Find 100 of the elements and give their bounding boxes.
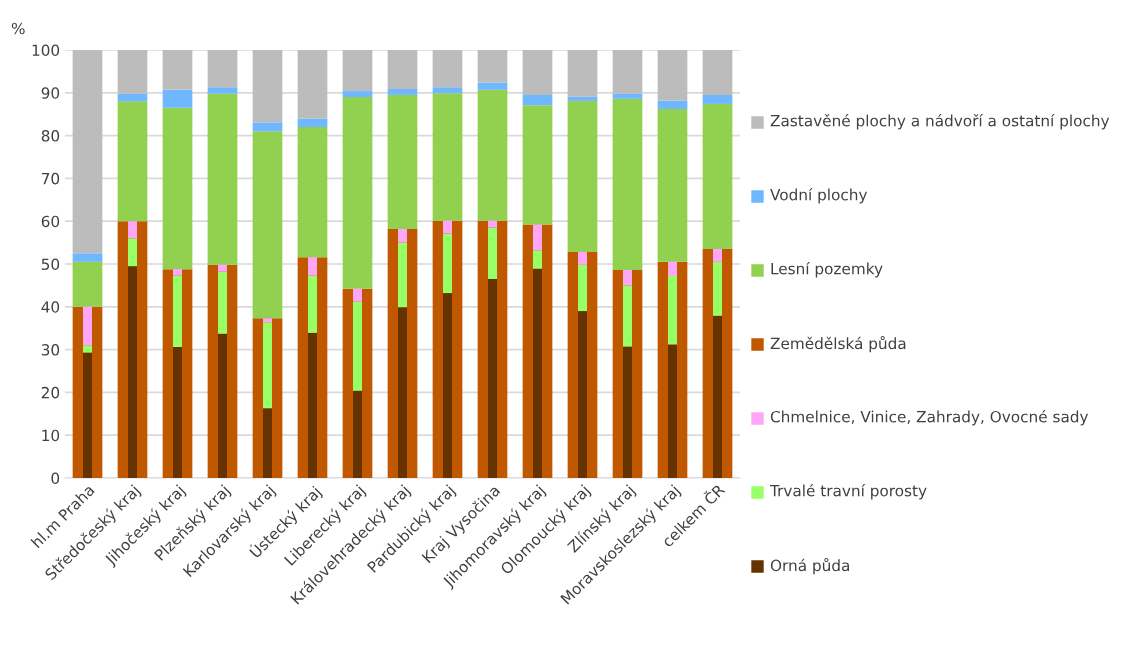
- bar: [713, 249, 722, 262]
- legend-label: Orná půda: [770, 558, 849, 575]
- bar: [567, 96, 598, 101]
- bar: [72, 261, 103, 307]
- bar: [488, 227, 497, 279]
- legend-label: Lesní pozemky: [771, 262, 883, 278]
- bar: [612, 98, 643, 270]
- bar: [308, 275, 317, 333]
- bar: [612, 93, 643, 99]
- bar: [128, 238, 137, 267]
- bar: [128, 266, 137, 478]
- bar: [432, 50, 463, 88]
- bar: [263, 322, 272, 409]
- bar: [398, 228, 407, 243]
- bar: [342, 91, 373, 98]
- legend-label: Trvalé travní porosty: [769, 484, 927, 500]
- y-tick-label: 90: [41, 87, 60, 99]
- bar: [522, 94, 553, 106]
- legend-label: Chmelnice, Vinice, Zahrady, Ovocné sady: [770, 410, 1089, 426]
- bar: [207, 87, 238, 94]
- bar: [578, 264, 587, 312]
- bar: [477, 89, 508, 221]
- bar: [533, 224, 542, 251]
- bar: [387, 50, 418, 89]
- bar: [533, 268, 542, 478]
- bar: [657, 109, 688, 262]
- bar: [218, 264, 227, 272]
- bar: [702, 94, 733, 104]
- legend-label: Zemědělská půda: [770, 336, 906, 353]
- y-tick-label: 10: [42, 429, 60, 442]
- bar: [342, 50, 373, 92]
- bar: [443, 293, 452, 478]
- bar: [173, 347, 182, 478]
- y-tick-label: 100: [32, 44, 60, 57]
- bar: [83, 306, 92, 346]
- bar: [612, 50, 643, 94]
- bar: [398, 307, 407, 478]
- bar: [218, 333, 227, 478]
- y-tick-label: 80: [41, 130, 60, 142]
- bar: [387, 94, 418, 229]
- bar: [533, 250, 542, 269]
- bar: [117, 101, 148, 222]
- bar: [263, 408, 272, 478]
- y-tick-label: 40: [41, 301, 60, 313]
- bar: [477, 50, 508, 83]
- bar: [218, 271, 227, 334]
- bar: [432, 87, 463, 94]
- bar: [623, 285, 632, 347]
- bar: [702, 103, 733, 250]
- bar: [297, 50, 328, 119]
- bar: [477, 82, 508, 90]
- bar: [207, 93, 238, 265]
- bar: [623, 346, 632, 478]
- bar: [657, 100, 688, 110]
- bar: [713, 261, 722, 316]
- bar: [567, 100, 598, 253]
- bar: [162, 89, 193, 108]
- y-tick-label: 30: [41, 344, 60, 356]
- bar: [207, 50, 238, 88]
- bar: [432, 93, 463, 221]
- bar: [578, 311, 587, 478]
- bar: [252, 131, 283, 319]
- bar: [488, 278, 497, 478]
- bar: [117, 50, 148, 94]
- bar: [702, 50, 733, 95]
- bar: [173, 275, 182, 348]
- y-tick-label: 70: [41, 172, 60, 185]
- bar: [713, 315, 722, 478]
- bar: [252, 122, 283, 132]
- bar: [668, 344, 677, 478]
- bar: [522, 105, 553, 225]
- bar: [443, 233, 452, 294]
- bar: [623, 269, 632, 286]
- legend-label: Zastavěné plochy a nádvoří a ostatní plochy: [770, 114, 1110, 130]
- bar: [668, 275, 677, 345]
- bar: [173, 269, 182, 276]
- bar: [297, 127, 328, 258]
- bar: [308, 332, 317, 478]
- legend-label: Vodní plochy: [770, 188, 868, 204]
- bar: [668, 261, 677, 276]
- bar: [83, 345, 92, 353]
- bar: [83, 352, 92, 478]
- bar: [387, 88, 418, 95]
- bar: [263, 318, 272, 323]
- bar: [353, 288, 362, 302]
- bar: [522, 50, 553, 95]
- bar: [308, 257, 317, 276]
- bar: [342, 97, 373, 289]
- bar: [128, 221, 137, 239]
- bar: [578, 252, 587, 265]
- y-tick-label: 20: [41, 386, 60, 399]
- y-tick-label: 50: [41, 258, 60, 271]
- bar: [398, 242, 407, 308]
- bar: [657, 50, 688, 101]
- y-tick-label: 0: [51, 472, 60, 485]
- bar: [252, 50, 283, 123]
- bar: [353, 390, 362, 478]
- y-tick-label: 60: [41, 215, 60, 228]
- bar: [353, 301, 362, 391]
- bar: [162, 50, 193, 90]
